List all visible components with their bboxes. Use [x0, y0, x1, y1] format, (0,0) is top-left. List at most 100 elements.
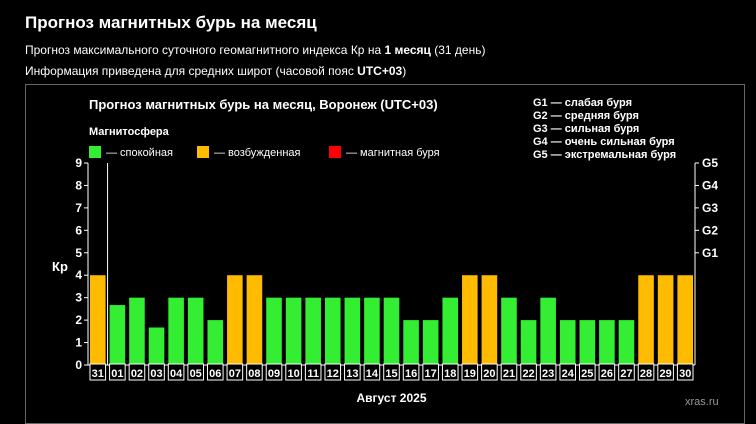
bar-day-20 — [481, 275, 498, 365]
date-box — [167, 363, 185, 381]
bar-day-14 — [364, 297, 380, 365]
date-box — [265, 363, 283, 381]
watermark: xras.ru — [685, 396, 719, 408]
bar-day-01 — [109, 305, 126, 365]
x-tick-label: 01 — [111, 368, 123, 380]
x-tick-label: 20 — [483, 368, 495, 380]
bar-day-28 — [638, 275, 654, 365]
y-tick-label: 1 — [75, 336, 82, 350]
x-tick-label: 21 — [503, 368, 515, 380]
date-box — [324, 363, 342, 381]
x-tick-label: 06 — [209, 368, 221, 380]
y-tick-label: 8 — [75, 178, 82, 192]
y-tick-label: 0 — [75, 358, 82, 372]
x-tick-label: 27 — [620, 368, 632, 380]
x-tick-label: 25 — [581, 368, 593, 380]
bar-day-03 — [148, 327, 165, 365]
storm-scale-item: G4 — очень сильная буря — [533, 136, 675, 148]
date-box — [539, 363, 557, 381]
bar-day-18 — [442, 297, 459, 365]
date-box — [206, 363, 224, 381]
date-box — [598, 363, 616, 381]
x-tick-label: 04 — [170, 368, 183, 380]
x-tick-label: 12 — [327, 368, 339, 380]
legend-swatch — [329, 146, 341, 158]
x-tick-label: 17 — [425, 368, 437, 380]
y-tick-label: 6 — [75, 223, 82, 237]
storm-scale-item: G2 — средняя буря — [533, 110, 639, 122]
date-box — [304, 363, 322, 381]
x-tick-label: 13 — [346, 368, 358, 380]
x-tick-label: 11 — [307, 368, 319, 380]
date-box — [402, 363, 420, 381]
y-tick-label: 2 — [75, 313, 82, 327]
y-tick-label: 5 — [75, 246, 82, 260]
y-tick-label: 4 — [75, 268, 82, 282]
bar-day-24 — [559, 320, 576, 365]
right-tick-label: G3 — [702, 201, 718, 215]
x-tick-label: 08 — [248, 368, 260, 380]
date-box — [128, 363, 146, 381]
bar-day-31 — [90, 275, 106, 365]
legend-title: Магнитосфера — [89, 126, 170, 138]
legend-label: — магнитная буря — [346, 147, 440, 159]
x-tick-label: 31 — [92, 368, 104, 380]
bar-day-30 — [677, 275, 693, 365]
legend-swatch — [197, 146, 209, 158]
bar-day-23 — [540, 297, 556, 365]
date-box — [579, 363, 596, 381]
latitude-info: Информация приведена для средних широт (… — [25, 64, 406, 78]
bar-day-07 — [227, 275, 243, 365]
bar-day-29 — [657, 275, 674, 365]
page-title: Прогноз магнитных бурь на месяц — [25, 13, 317, 32]
right-tick-label: G5 — [702, 156, 718, 170]
x-tick-label: 19 — [464, 368, 476, 380]
bar-day-02 — [129, 297, 145, 365]
date-box — [637, 363, 655, 381]
bar-day-19 — [462, 275, 478, 365]
date-box — [89, 363, 107, 381]
legend-label: — возбужденная — [214, 147, 301, 159]
x-tick-label: 18 — [444, 368, 456, 380]
x-tick-label: 24 — [562, 368, 575, 380]
y-tick-label: 9 — [75, 156, 82, 170]
right-tick-label: G2 — [702, 223, 718, 237]
bar-day-16 — [403, 320, 419, 365]
y-tick-label: 3 — [75, 291, 82, 305]
bar-day-10 — [285, 297, 302, 365]
date-box — [441, 363, 459, 381]
x-tick-label: 29 — [660, 368, 672, 380]
x-tick-label: 15 — [385, 368, 397, 380]
date-box — [187, 363, 204, 381]
right-tick-label: G4 — [702, 178, 718, 192]
bar-day-05 — [187, 297, 204, 365]
bar-day-04 — [168, 297, 184, 365]
x-tick-label: 30 — [679, 368, 691, 380]
date-box — [383, 363, 400, 381]
info-bold: UTC+03 — [357, 64, 403, 78]
x-tick-label: 03 — [150, 368, 162, 380]
bar-day-12 — [324, 297, 341, 365]
x-tick-label: 02 — [131, 368, 143, 380]
date-box — [246, 363, 263, 381]
x-tick-label: 26 — [601, 368, 613, 380]
desc-bold: 1 месяц — [384, 43, 431, 57]
x-axis-label: Август 2025 — [357, 391, 427, 405]
info-text: Информация приведена для средних широт (… — [25, 64, 358, 78]
storm-scale-item: G3 — сильная буря — [533, 123, 639, 135]
x-tick-label: 05 — [190, 368, 202, 380]
date-box — [285, 363, 302, 381]
y-tick-label: 7 — [75, 201, 82, 215]
storm-scale-item: G5 — экстремальная буря — [533, 149, 676, 161]
date-box — [481, 363, 498, 381]
chart-title: Прогноз магнитных бурь на месяц, Воронеж… — [89, 97, 438, 112]
date-box — [520, 363, 537, 381]
date-box — [559, 363, 577, 381]
date-box — [109, 363, 126, 381]
bar-day-13 — [344, 297, 361, 365]
bar-day-17 — [422, 320, 439, 365]
x-tick-label: 23 — [542, 368, 554, 380]
x-tick-label: 14 — [366, 368, 379, 380]
bar-day-21 — [501, 297, 517, 365]
bar-day-08 — [246, 275, 263, 365]
